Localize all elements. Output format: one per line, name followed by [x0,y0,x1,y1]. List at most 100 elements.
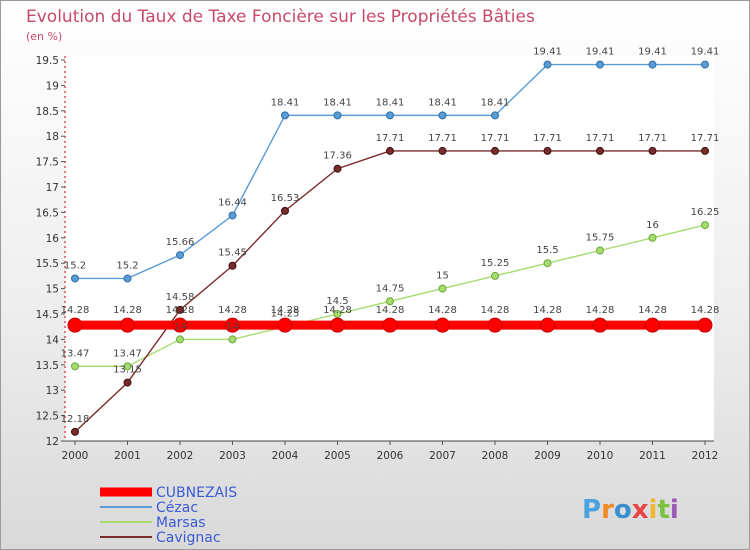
data-point [438,146,447,155]
data-point [438,111,447,120]
chart-title: Evolution du Taux de Taxe Foncière sur l… [26,7,535,27]
proxiti-logo: Proxiti [582,495,679,525]
data-point [543,60,552,69]
data-label: 14.75 [376,283,405,294]
y-tick-label: 14 [46,334,60,346]
data-label: 15.66 [166,237,195,248]
y-tick-label: 13.5 [36,360,59,372]
y-tick-label: 17 [46,182,59,194]
y-tick-label: 16.5 [36,207,59,219]
data-label: 14.28 [271,305,300,316]
data-point [435,317,450,333]
data-point [228,261,237,270]
data-label: 17.71 [376,133,405,144]
data-label: 14.28 [481,305,510,316]
data-point [438,284,447,293]
data-point [592,317,608,333]
data-label: 14.28 [533,305,562,316]
y-tick-label: 18 [46,131,59,143]
data-point [281,206,289,215]
data-point [697,317,713,333]
data-label: 17.71 [481,133,510,144]
data-label: 19.41 [638,47,667,58]
data-label: 17.71 [691,133,720,144]
data-point [176,251,184,260]
x-tick-label: 2011 [639,450,666,462]
data-point [543,259,552,268]
x-tick-label: 2007 [429,450,456,462]
data-point [491,111,499,120]
data-label: 14.25 [271,309,300,320]
data-point [596,60,604,69]
y-tick-label: 13 [46,385,59,397]
data-point [386,297,394,306]
x-tick-label: 2012 [692,450,719,462]
data-label: 14.28 [113,305,142,316]
x-tick-label: 2001 [114,450,141,462]
data-label: 18.41 [481,97,510,108]
data-label: 13.47 [61,348,90,359]
y-tick-label: 16 [46,233,60,245]
data-point [120,317,135,333]
x-tick-label: 2000 [62,450,89,462]
y-tick-label: 19.5 [36,55,59,67]
data-point [71,362,79,371]
data-point [382,317,398,333]
data-point [491,271,499,280]
data-label: 14 [174,321,187,332]
data-label: 17.36 [323,151,352,162]
data-point [176,335,184,344]
data-point [645,317,660,333]
data-point [487,317,503,333]
data-point [386,111,394,120]
data-label: 17.71 [586,133,615,144]
data-label: 18.41 [428,97,457,108]
data-label: 19.41 [533,47,562,58]
data-label: 15.2 [116,260,138,271]
x-tick-label: 2010 [587,450,614,462]
data-label: 14.28 [323,305,352,316]
data-label: 14.28 [61,305,90,316]
data-label: 15.75 [586,233,615,244]
data-point [648,146,657,155]
data-point [281,111,289,120]
data-point [701,146,709,155]
data-point [330,317,345,333]
data-point [333,310,342,318]
y-tick-label: 15 [46,284,59,296]
data-point [67,317,83,333]
data-point [225,317,240,333]
data-point [71,427,79,436]
y-tick-label: 14.5 [36,309,59,321]
data-point [543,146,552,155]
data-point [228,211,237,220]
y-tick-label: 17.5 [36,157,59,169]
data-label: 13.47 [113,348,142,359]
data-label: 18.41 [271,97,300,108]
data-point [701,221,709,230]
data-point [701,60,709,69]
data-label: 15.25 [481,258,510,269]
data-label: 14.5 [326,296,348,307]
data-label: 19.41 [691,47,720,58]
y-tick-label: 12 [46,436,59,448]
data-point [123,274,132,283]
data-point [333,164,342,173]
data-label: 16.53 [271,193,300,204]
x-tick-label: 2006 [377,450,404,462]
data-label: 18.41 [323,97,352,108]
data-label: 15.2 [64,260,86,271]
data-label: 13.15 [113,365,142,376]
data-label: 14 [226,321,239,332]
legend-label: Marsas [156,515,206,531]
data-label: 14.28 [166,305,195,316]
x-tick-label: 2002 [167,450,194,462]
data-label: 14.28 [428,305,457,316]
data-label: 18.41 [376,97,405,108]
data-label: 14.28 [218,305,247,316]
data-point [648,233,657,242]
x-tick-label: 2008 [482,450,509,462]
data-point [123,362,132,371]
data-point [172,317,188,333]
data-point [540,317,555,333]
